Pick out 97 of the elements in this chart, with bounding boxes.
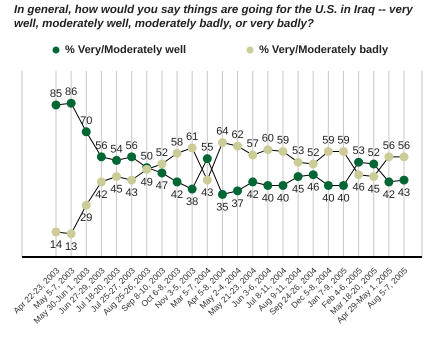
point	[66, 98, 76, 108]
point	[96, 177, 106, 186]
point	[354, 170, 364, 180]
point	[188, 143, 197, 152]
data-label: 59	[276, 134, 290, 146]
data-label: 60	[262, 132, 274, 145]
data-label: 43	[201, 187, 214, 200]
point	[127, 152, 136, 162]
point	[384, 177, 394, 186]
point	[338, 146, 348, 156]
point	[112, 172, 122, 182]
data-label: 49	[140, 176, 153, 188]
point	[96, 152, 106, 162]
point	[278, 180, 288, 190]
data-label: 53	[352, 145, 365, 158]
point	[218, 138, 227, 148]
data-label: 59	[337, 134, 350, 146]
data-label: 52	[368, 147, 380, 159]
data-label: 40	[337, 192, 350, 204]
point	[400, 152, 408, 162]
data-label: 47	[156, 180, 168, 192]
data-label: 14	[50, 238, 62, 251]
point	[294, 172, 303, 182]
data-label: 56	[382, 140, 395, 152]
point	[52, 227, 60, 236]
data-label: 42	[170, 188, 184, 201]
point	[263, 180, 272, 190]
data-label: 42	[382, 188, 395, 201]
point	[248, 150, 258, 160]
point	[202, 176, 212, 185]
point	[157, 168, 166, 178]
point	[338, 180, 348, 190]
data-label: 45	[110, 184, 123, 196]
data-label: 40	[262, 192, 274, 204]
data-label: 55	[201, 142, 214, 154]
data-label: 45	[292, 184, 304, 196]
point	[172, 148, 182, 158]
data-label: 53	[292, 145, 304, 158]
point	[82, 200, 91, 210]
data-label: 38	[186, 196, 198, 208]
point	[354, 158, 364, 167]
point	[308, 170, 318, 180]
data-label: 42	[246, 188, 259, 201]
data-label: 61	[186, 130, 198, 143]
point	[384, 152, 394, 162]
data-label: 54	[110, 143, 123, 156]
point	[82, 127, 91, 136]
point	[324, 180, 333, 190]
point	[112, 156, 122, 165]
data-label: 46	[307, 182, 320, 194]
data-label: 50	[140, 150, 153, 163]
data-label: 86	[65, 86, 78, 98]
data-label: 45	[368, 184, 380, 196]
data-label: 62	[231, 129, 244, 142]
point	[278, 146, 288, 156]
data-label: 57	[246, 138, 259, 150]
point	[369, 160, 378, 168]
point	[172, 177, 182, 186]
legend-label: % Very/Moderately badly	[259, 44, 388, 56]
data-label: 56	[398, 140, 410, 152]
point	[233, 186, 242, 196]
data-label: 43	[398, 187, 410, 200]
data-label: 56	[95, 140, 108, 152]
point	[324, 146, 333, 156]
point	[233, 142, 242, 151]
chart-title: In general, how would you say things are going for the U.S. in Iraq -- very well, moderately well, moderately badly, or very badly?	[13, 3, 414, 31]
data-label: 40	[322, 192, 334, 204]
data-label: 64	[216, 126, 229, 138]
data-label: 29	[80, 212, 92, 224]
data-label: 46	[352, 182, 365, 194]
point	[263, 145, 272, 154]
point	[218, 190, 227, 199]
data-label: 43	[126, 187, 138, 200]
point	[400, 176, 408, 185]
point	[308, 160, 318, 168]
point	[294, 158, 303, 167]
point	[157, 160, 166, 168]
data-label: 52	[307, 147, 320, 159]
point	[369, 172, 378, 182]
data-label: 37	[231, 198, 244, 210]
point	[248, 177, 258, 186]
data-label: 40	[276, 192, 290, 204]
point	[127, 176, 136, 185]
data-label: 58	[170, 136, 184, 148]
data-label: 85	[50, 88, 62, 100]
point	[52, 100, 60, 110]
data-label: 42	[95, 188, 108, 201]
point	[202, 154, 212, 164]
legend-label: % Very/Moderately well	[65, 44, 186, 56]
data-label: 70	[80, 114, 92, 127]
point	[66, 229, 76, 238]
data-label: 52	[156, 147, 168, 159]
data-label: 35	[216, 201, 229, 214]
data-label: 56	[126, 140, 138, 152]
point	[188, 184, 197, 194]
data-label: 13	[65, 240, 78, 253]
data-label: 59	[322, 134, 334, 146]
